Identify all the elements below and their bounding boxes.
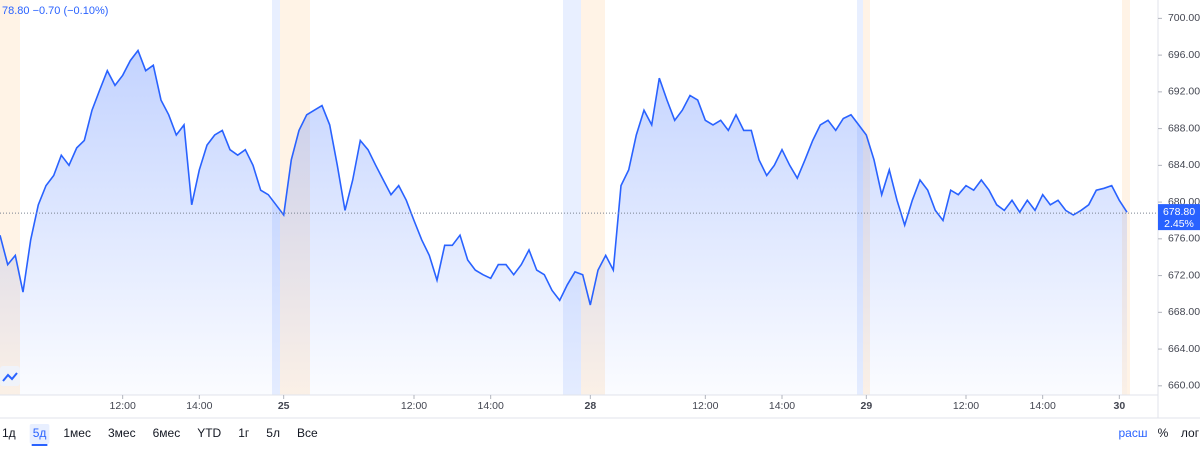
active-range-bg — [29, 424, 50, 444]
logo-icon — [2, 372, 18, 382]
y-tick-label: 668.00 — [1168, 306, 1200, 318]
range-button[interactable]: 3мес — [108, 426, 136, 440]
range-button[interactable]: 1мес — [63, 426, 91, 440]
y-tick-label: 664.00 — [1168, 343, 1200, 355]
x-tick-label: 12:00 — [692, 400, 718, 412]
plot — [0, 48, 1128, 395]
y-tick-label: 684.00 — [1168, 159, 1200, 171]
range-button[interactable]: 1г — [238, 426, 250, 440]
x-tick-label: 12:00 — [110, 400, 136, 412]
x-tick-label: 14:00 — [478, 400, 504, 412]
range-button[interactable]: 1д — [2, 426, 16, 440]
option-button[interactable]: % — [1158, 426, 1169, 440]
price-tag — [1158, 204, 1200, 231]
range-button[interactable]: YTD — [197, 426, 221, 440]
price-line — [0, 48, 1128, 306]
x-tick-label: 29 — [860, 400, 872, 412]
area — [0, 50, 1127, 395]
price-tag-change: 2.45% — [1164, 218, 1194, 230]
y-tick-label: 660.00 — [1168, 380, 1200, 392]
range-button[interactable]: 5д — [33, 426, 47, 440]
y-tick-label: 688.00 — [1168, 122, 1200, 134]
header: 78.80 −0.70 (−0.10%) — [2, 5, 108, 17]
x-tick-label: 14:00 — [1030, 400, 1056, 412]
x-tick-label: 25 — [278, 400, 290, 412]
option-button[interactable]: лог — [1181, 426, 1200, 440]
band — [272, 0, 280, 395]
x-tick-label: 30 — [1113, 400, 1125, 412]
y-tick-label: 700.00 — [1168, 12, 1200, 24]
y-tick-label: 676.00 — [1168, 233, 1200, 245]
option-button[interactable]: расш — [1119, 426, 1148, 440]
x-tick-label: 14:00 — [186, 400, 212, 412]
x-tick-label: 12:00 — [401, 400, 427, 412]
y-tick-label: 672.00 — [1168, 269, 1200, 281]
range-button[interactable]: 5л — [266, 426, 280, 440]
y-tick-label: 696.00 — [1168, 49, 1200, 61]
range-button[interactable]: 6мес — [153, 426, 181, 440]
x-tick-label: 12:00 — [953, 400, 979, 412]
x-tick-label: 14:00 — [769, 400, 795, 412]
range-button[interactable]: Все — [297, 426, 318, 440]
band — [1122, 0, 1130, 395]
y-tick-label: 692.00 — [1168, 86, 1200, 98]
price-tag-label: 678.80 — [1163, 206, 1195, 218]
x-tick-label: 28 — [584, 400, 596, 412]
